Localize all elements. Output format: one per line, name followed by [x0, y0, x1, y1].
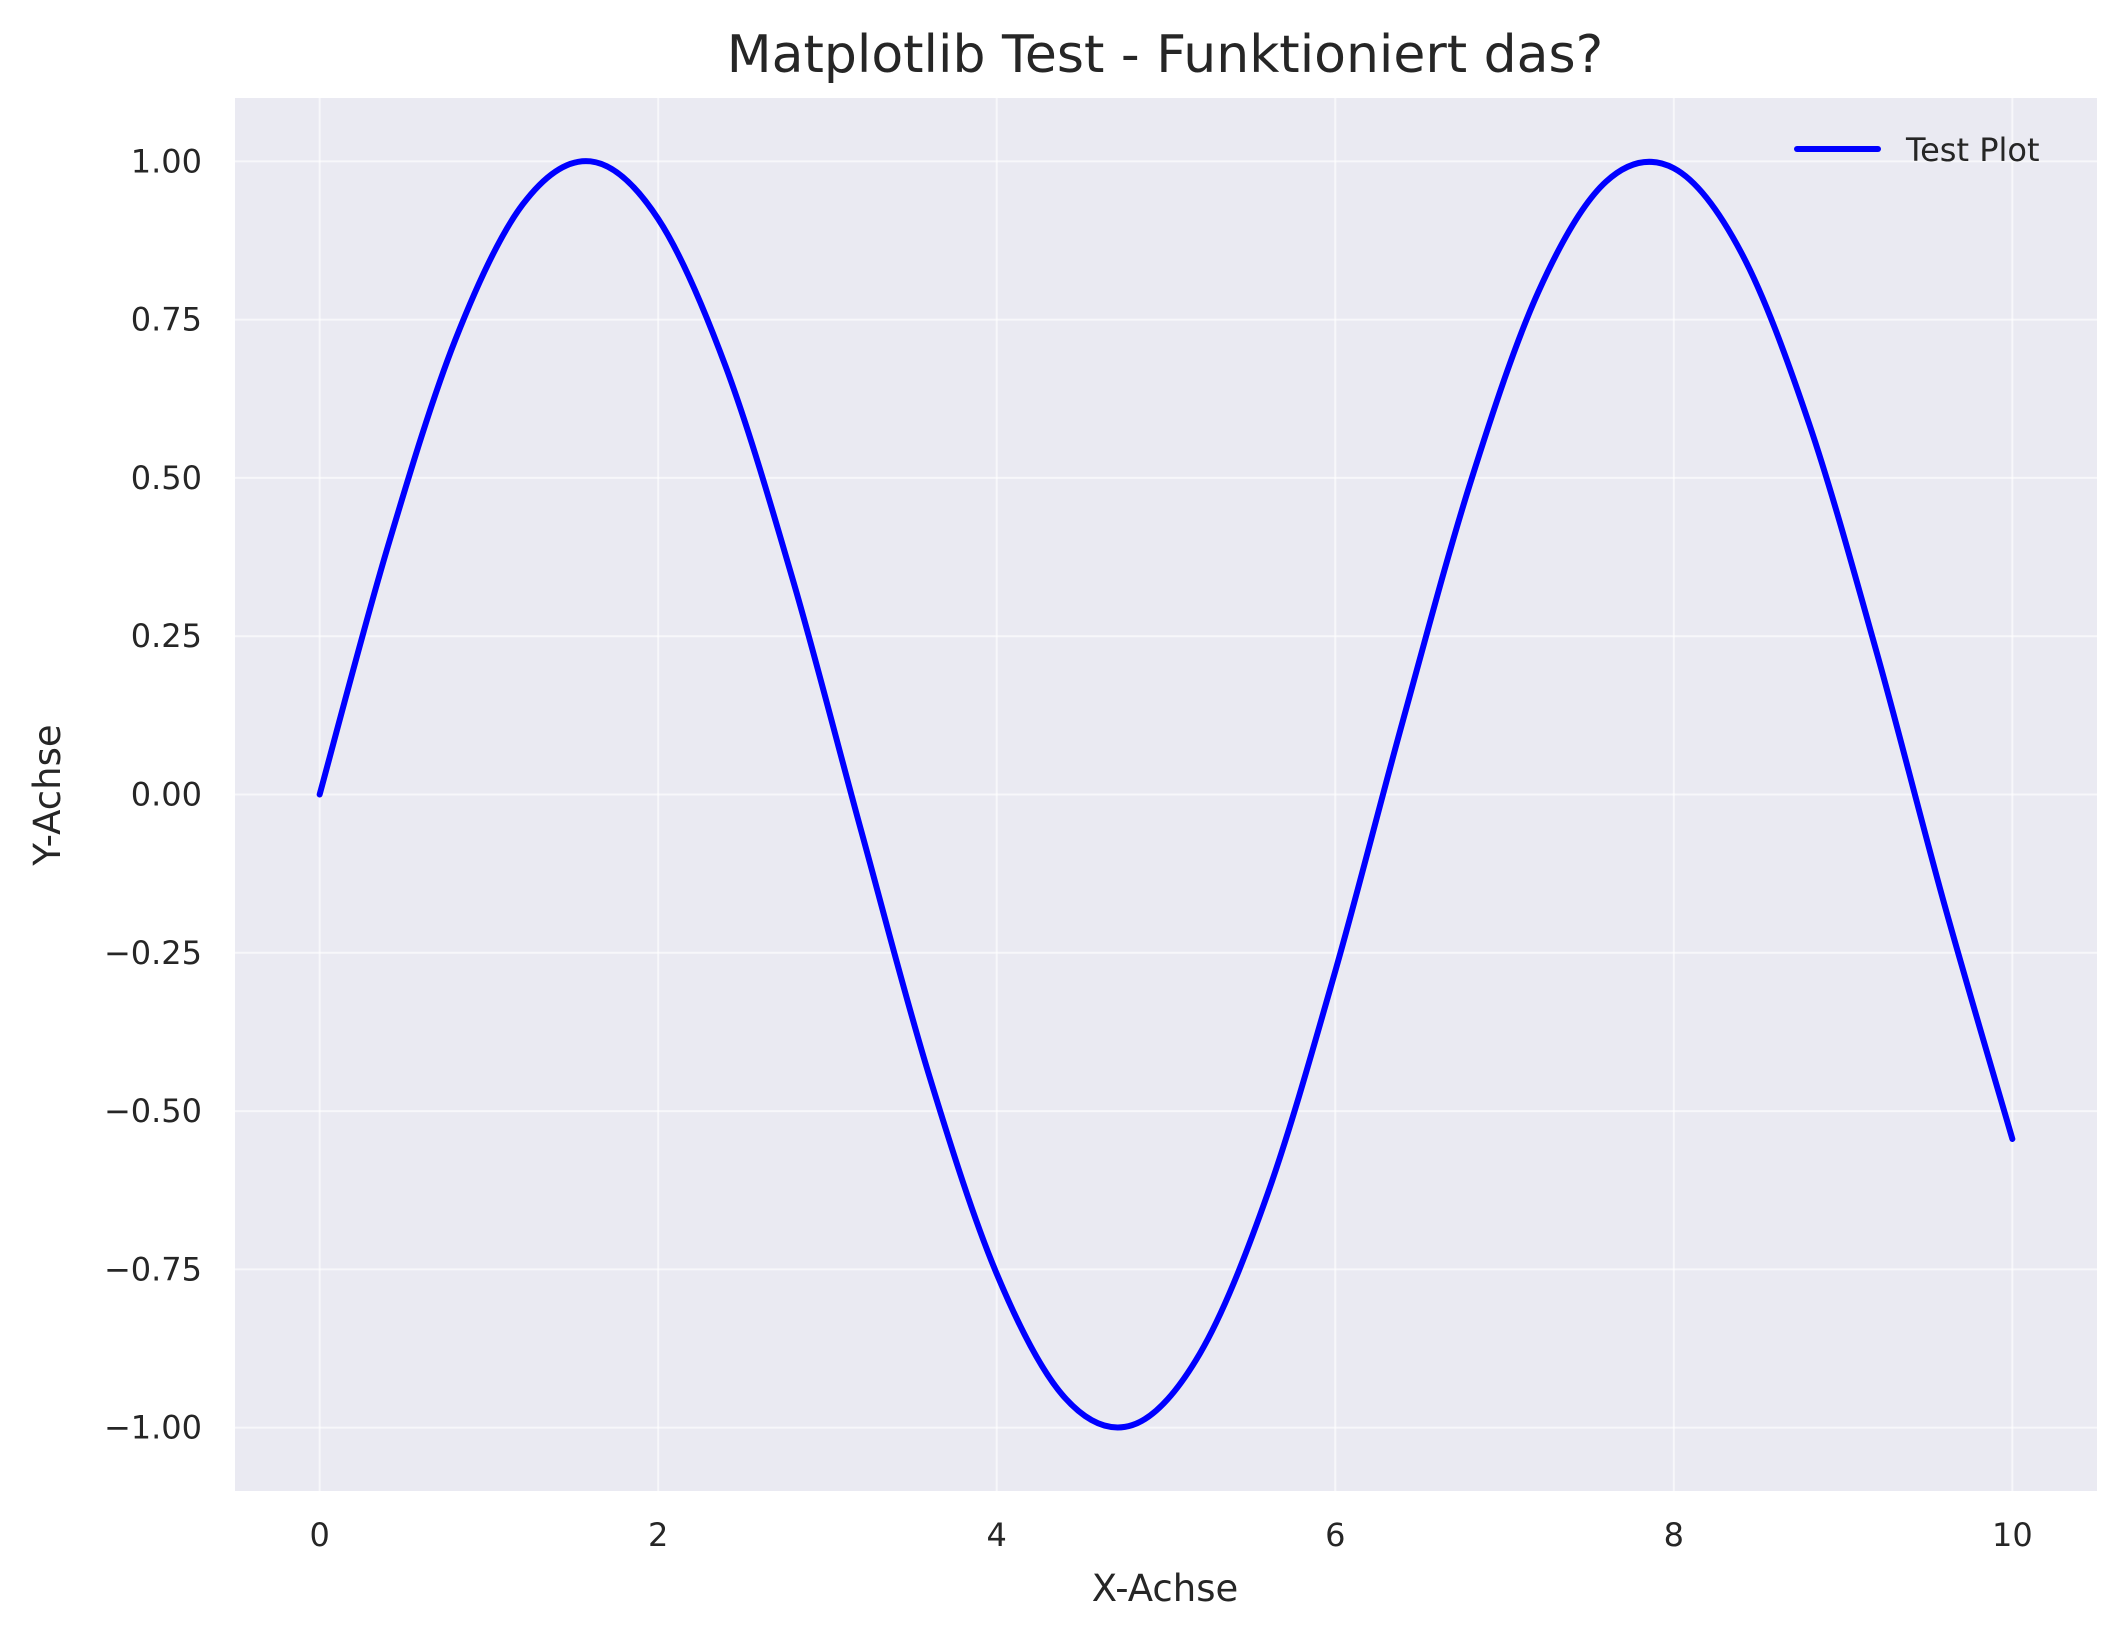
chart-title: Matplotlib Test - Funktioniert das?: [727, 25, 1603, 85]
grid-layer: [235, 98, 2097, 1491]
y-tick-label: 1.00: [131, 142, 202, 180]
y-tick-label: 0.75: [131, 301, 202, 339]
series-line-test-plot: [316, 158, 2016, 1431]
series-layer: [316, 158, 2016, 1431]
legend-label: Test Plot: [1905, 131, 2040, 169]
y-tick-label: 0.25: [131, 617, 202, 655]
x-tick-label: 6: [1325, 1516, 1345, 1554]
y-tick-label: −0.25: [104, 934, 202, 972]
legend: Test Plot: [1794, 131, 2040, 169]
x-tick-labels: 0 2 4 6 8 10: [309, 1516, 2032, 1554]
x-axis-label: X-Achse: [1092, 1567, 1239, 1610]
y-axis-label: Y-Achse: [26, 724, 69, 866]
y-tick-labels: 1.00 0.75 0.50 0.25 0.00 −0.25 −0.50 −0.75 −1.00: [104, 142, 202, 1446]
y-tick-label: 0.00: [131, 776, 202, 814]
y-tick-label: 0.50: [131, 459, 202, 497]
x-tick-label: 8: [1664, 1516, 1684, 1554]
x-tick-label: 10: [1992, 1516, 2033, 1554]
x-tick-label: 0: [309, 1516, 329, 1554]
y-tick-label: −0.50: [104, 1092, 202, 1130]
x-tick-label: 4: [987, 1516, 1007, 1554]
y-tick-label: −0.75: [104, 1250, 202, 1288]
y-tick-label: −1.00: [104, 1409, 202, 1447]
x-tick-label: 2: [648, 1516, 668, 1554]
